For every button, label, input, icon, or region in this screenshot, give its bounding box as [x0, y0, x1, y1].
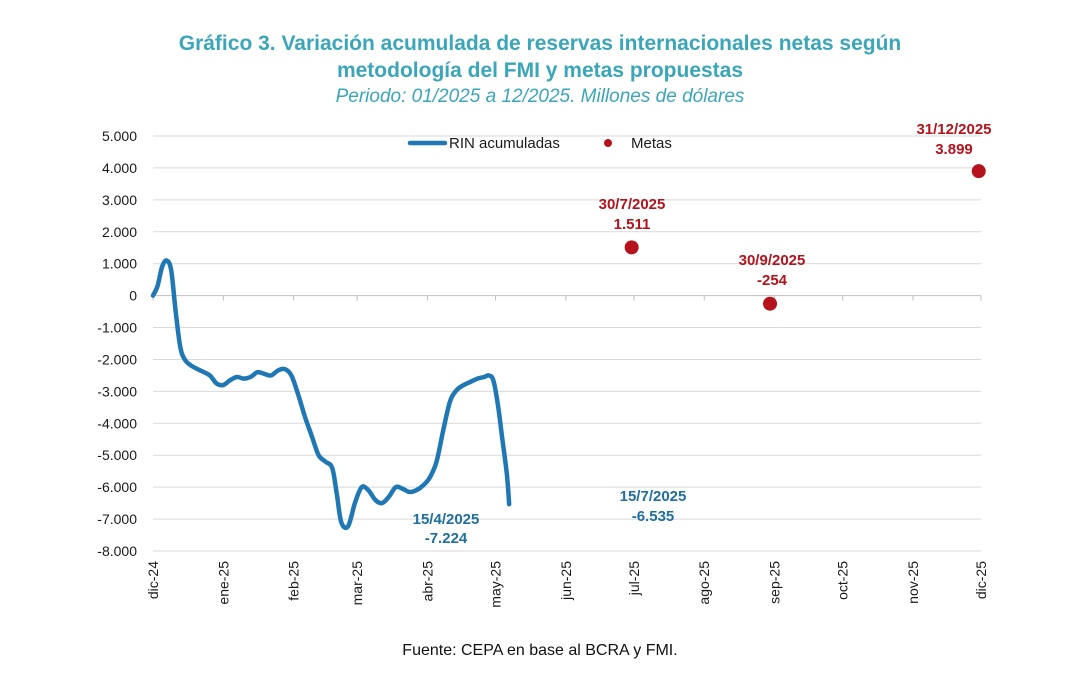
y-tick-label: -3.000	[97, 383, 137, 399]
annotation-date: 15/4/2025	[413, 511, 480, 528]
x-tick-label: jun-25	[558, 561, 574, 601]
annotation-value: -6.535	[632, 508, 675, 525]
y-tick-label: -4.000	[97, 415, 137, 431]
series-line-rin-acumuladas	[153, 260, 509, 527]
y-tick-label: -2.000	[97, 351, 137, 367]
y-tick-label: 3.000	[102, 192, 137, 208]
y-tick-label: -5.000	[97, 447, 137, 463]
x-tick-label: dic-24	[145, 561, 161, 599]
x-axis	[153, 296, 981, 301]
annotation-date: 30/7/2025	[599, 196, 666, 213]
y-tick-label: -8.000	[97, 543, 137, 559]
x-tick-label: jul-25	[626, 561, 642, 596]
target-point	[763, 297, 777, 311]
chart-area: 5.000 4.000 3.000 2.000 1.000 0 -1.000 -2.000 -3…	[0, 0, 1080, 682]
annotation-value: 3.899	[935, 141, 973, 158]
x-tick-label: nov-25	[905, 561, 921, 604]
legend-label-rin: RIN acumuladas	[449, 135, 560, 152]
y-tick-label: 4.000	[102, 160, 137, 176]
annotation-date: 30/9/2025	[739, 252, 806, 269]
legend-dot-swatch	[604, 139, 612, 147]
y-tick-label: 1.000	[102, 256, 137, 272]
x-tick-label: sep-25	[767, 561, 783, 604]
series-layer	[153, 260, 509, 527]
source-note: Fuente: CEPA en base al BCRA y FMI.	[0, 642, 1080, 660]
annotations-layer: 15/4/2025 -7.224 15/7/2025 -6.535 30/7/2025 1…	[413, 121, 992, 547]
y-tick-label: -1.000	[97, 320, 137, 336]
y-tick-label: -6.000	[97, 479, 137, 495]
x-tick-label: ene-25	[215, 561, 231, 605]
target-point	[972, 164, 986, 178]
y-tick-label: 0	[129, 288, 137, 304]
y-axis-ticks: 5.000 4.000 3.000 2.000 1.000 0 -1.000 -2.000 -3…	[97, 128, 137, 559]
y-tick-label: 2.000	[102, 224, 137, 240]
annotation-value: -7.224	[425, 530, 468, 547]
y-tick-label: 5.000	[102, 128, 137, 144]
annotation-date: 15/7/2025	[620, 488, 687, 505]
y-tick-label: -7.000	[97, 511, 137, 527]
legend-label-metas: Metas	[631, 135, 672, 152]
annotation-value: 1.511	[614, 216, 651, 233]
x-tick-label: mar-25	[349, 561, 365, 606]
annotation-date: 31/12/2025	[916, 121, 991, 138]
x-tick-label: feb-25	[286, 561, 302, 601]
annotation-value: -254	[757, 272, 788, 289]
x-tick-label: abr-25	[419, 561, 435, 602]
x-axis-ticks: dic-24 ene-25 feb-25 mar-25 abr-25 may-25 jun-…	[145, 561, 989, 608]
x-tick-label: may-25	[488, 561, 504, 608]
grid-lines	[153, 136, 981, 551]
targets-layer	[625, 164, 986, 311]
x-tick-label: oct-25	[835, 561, 851, 600]
legend: RIN acumuladas Metas	[410, 135, 672, 152]
x-tick-label: dic-25	[973, 561, 989, 599]
target-point	[625, 240, 639, 254]
x-tick-label: ago-25	[696, 561, 712, 605]
